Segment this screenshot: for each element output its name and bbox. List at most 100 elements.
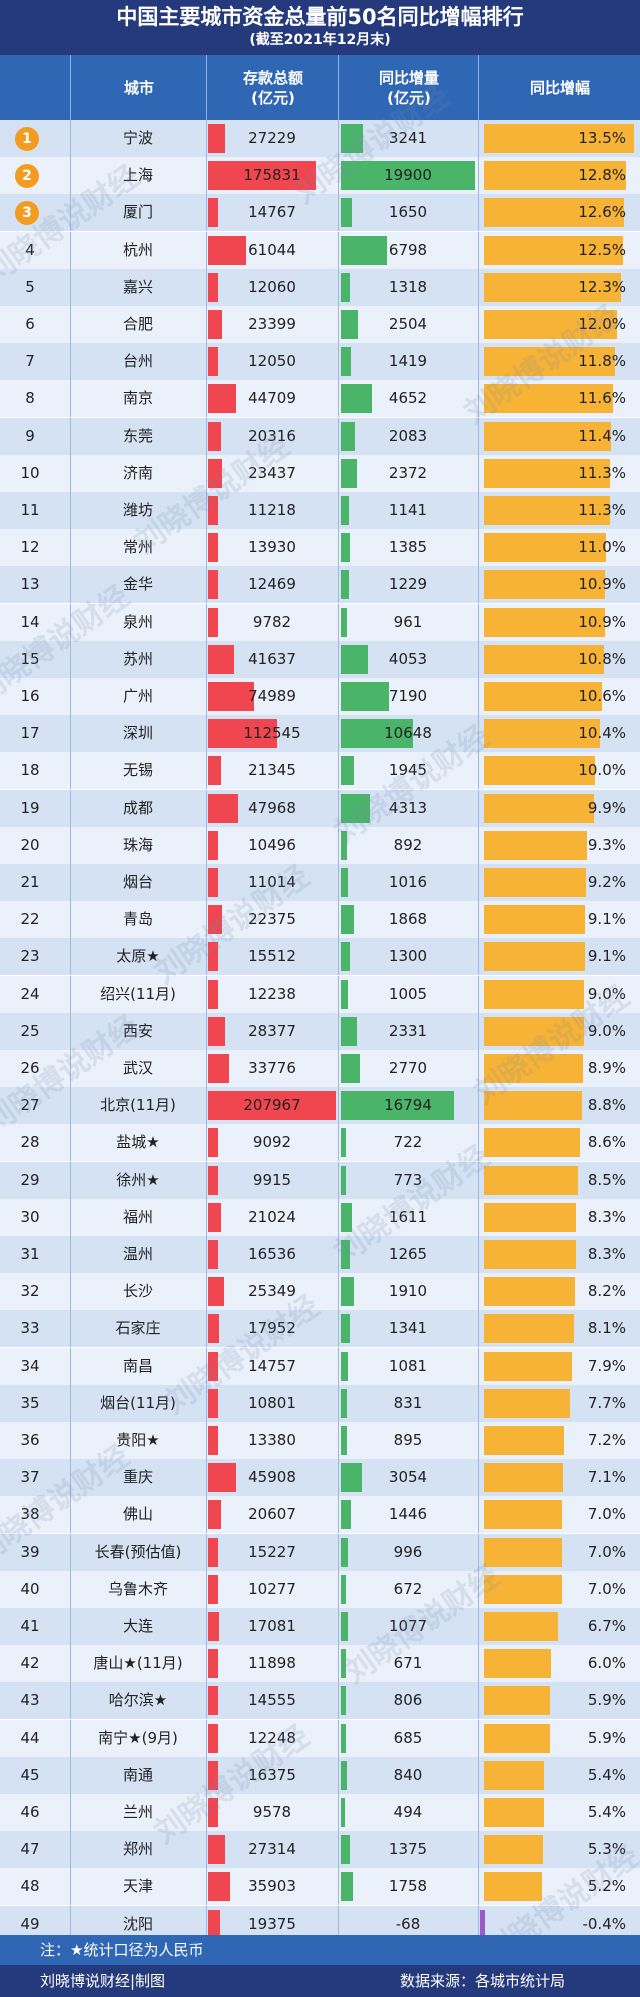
city-cell: 徐州★	[70, 1162, 206, 1199]
rank-cell: 44	[0, 1720, 70, 1757]
deposit-bar	[208, 235, 246, 265]
column-divider	[478, 231, 479, 269]
city-cell: 大连	[70, 1608, 206, 1645]
growth-value: 10.6%	[578, 687, 626, 705]
column-divider	[206, 120, 207, 157]
deposit-bar	[208, 979, 218, 1009]
growth-cell: 8.1%	[478, 1310, 640, 1347]
city-name: 福州	[122, 1207, 153, 1226]
city-name: 厦门	[122, 203, 153, 222]
city-cell: 厦门	[70, 194, 206, 231]
deposit-cell: 47968	[206, 790, 338, 827]
table-row: 26 武汉 33776 2770 8.9%	[0, 1050, 640, 1087]
increase-bar	[341, 682, 390, 711]
deposit-bar	[208, 1426, 218, 1455]
column-divider	[338, 529, 339, 567]
city-name: 乌鲁木齐	[107, 1579, 168, 1598]
increase-value: 1385	[388, 538, 428, 557]
column-divider	[206, 566, 207, 604]
rank-medal-icon: 2	[15, 164, 39, 189]
table-row: 35 烟台(11月) 10801 831 7.7%	[0, 1384, 640, 1422]
column-divider	[206, 1719, 207, 1757]
chart-subtitle: (截至2021年12月末)	[249, 32, 391, 48]
column-divider	[478, 1868, 479, 1906]
increase-cell: 1446	[338, 1496, 478, 1533]
increase-bar	[341, 979, 348, 1009]
city-cell: 盐城★	[70, 1124, 206, 1161]
rank-number: 5	[25, 277, 35, 296]
rank-cell: 26	[0, 1050, 70, 1087]
column-divider	[70, 1422, 71, 1459]
table-row: 27 北京(11月) 207967 16794 8.8%	[0, 1087, 640, 1125]
deposit-bar	[208, 1016, 226, 1046]
column-divider	[338, 901, 339, 939]
column-divider	[478, 1756, 479, 1794]
column-divider	[206, 268, 207, 306]
column-divider	[206, 194, 207, 232]
city-name: 绍兴(11月)	[100, 984, 176, 1003]
increase-value: 1650	[388, 203, 428, 222]
rank-number: 13	[20, 575, 40, 594]
increase-value: 1005	[388, 984, 428, 1003]
deposit-cell: 10496	[206, 827, 338, 864]
footnote-text: 注：★统计口径为人民币	[40, 1941, 204, 1959]
deposit-value: 27314	[248, 1840, 296, 1859]
column-divider	[70, 1905, 71, 1943]
column-divider	[206, 1161, 207, 1199]
deposit-cell: 17952	[206, 1310, 338, 1347]
deposit-cell: 9578	[206, 1794, 338, 1831]
increase-bar	[341, 868, 348, 897]
column-divider	[338, 454, 339, 492]
deposit-value: 10496	[248, 835, 296, 854]
column-divider	[70, 1124, 71, 1162]
rank-number: 4	[25, 240, 35, 259]
column-divider	[478, 1050, 479, 1087]
rank-cell: 20	[0, 827, 70, 864]
column-divider	[70, 194, 71, 232]
deposit-cell: 13380	[206, 1422, 338, 1459]
rank-number: 45	[20, 1765, 40, 1784]
column-divider	[338, 715, 339, 753]
growth-bar	[484, 235, 623, 265]
rank-cell: 41	[0, 1608, 70, 1645]
growth-value: 8.3%	[587, 1207, 626, 1226]
deposit-cell: 23437	[206, 455, 338, 492]
column-divider	[206, 1496, 207, 1534]
increase-value: 7190	[388, 687, 428, 705]
increase-cell: 7190	[338, 678, 478, 715]
growth-cell: 10.9%	[478, 566, 640, 603]
increase-cell: 1611	[338, 1199, 478, 1236]
column-divider	[206, 1756, 207, 1794]
growth-cell: 7.0%	[478, 1571, 640, 1608]
rank-number: 29	[20, 1170, 40, 1189]
increase-value: 831	[393, 1393, 423, 1412]
increase-cell: -68	[338, 1906, 478, 1943]
header-rank	[0, 55, 70, 120]
deposit-bar	[208, 756, 222, 786]
growth-cell: 11.0%	[478, 529, 640, 566]
deposit-bar	[208, 1351, 218, 1381]
growth-value: 11.4%	[578, 426, 626, 445]
deposit-cell: 13930	[206, 529, 338, 566]
column-divider	[206, 1347, 207, 1385]
city-name: 武汉	[122, 1059, 153, 1077]
table-row: 30 福州 21024 1611 8.3%	[0, 1198, 640, 1236]
column-divider	[338, 938, 339, 976]
column-divider	[338, 1756, 339, 1794]
city-name: 长春(预估值)	[94, 1542, 182, 1561]
column-divider	[478, 1273, 479, 1311]
column-divider	[338, 380, 339, 418]
column-divider	[478, 1905, 479, 1943]
growth-value: 11.6%	[578, 389, 626, 408]
column-divider	[206, 343, 207, 381]
increase-bar	[341, 942, 350, 972]
column-divider	[338, 306, 339, 343]
deposit-bar	[208, 1649, 218, 1679]
column-divider	[206, 1645, 207, 1683]
growth-cell: 9.1%	[478, 938, 640, 975]
column-divider	[70, 789, 71, 827]
column-divider	[70, 343, 71, 381]
column-divider	[206, 1459, 207, 1497]
rank-cell: 17	[0, 715, 70, 752]
city-cell: 宁波	[70, 120, 206, 157]
